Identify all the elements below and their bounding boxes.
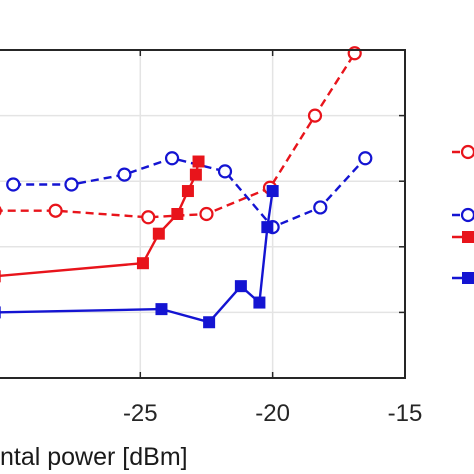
data-point — [189, 168, 202, 181]
data-point — [261, 221, 274, 234]
data-point — [171, 208, 184, 220]
data-point — [181, 185, 194, 198]
data-point — [141, 210, 156, 225]
data-point — [460, 207, 474, 223]
x-axis-label: ntal power [dBm] — [0, 443, 188, 471]
data-point — [358, 151, 373, 166]
data-point — [136, 257, 149, 270]
x-tick-label: -20 — [255, 400, 290, 427]
data-point — [307, 108, 323, 123]
data-point — [462, 272, 474, 284]
data-point — [155, 303, 168, 316]
data-point — [313, 200, 328, 215]
series-4 — [0, 185, 279, 329]
x-tick-label: -25 — [123, 400, 158, 427]
data-point — [164, 151, 180, 166]
data-point — [117, 167, 132, 182]
data-point — [217, 164, 233, 179]
data-point — [199, 206, 214, 222]
data-point — [48, 203, 63, 218]
series-3 — [0, 155, 205, 283]
data-point — [253, 296, 266, 309]
data-point — [460, 144, 474, 160]
data-point — [152, 227, 165, 240]
data-point — [462, 231, 474, 243]
data-point — [6, 177, 21, 192]
series-layer — [0, 46, 373, 329]
data-point — [0, 205, 2, 216]
data-point — [234, 280, 247, 293]
legend — [452, 144, 474, 284]
data-point — [266, 185, 279, 198]
legend-entry — [452, 144, 474, 160]
tick-labels: -25 -20 -15 — [123, 400, 422, 427]
data-point — [192, 155, 205, 168]
plot-frame — [0, 49, 406, 379]
x-tick-label: -15 — [388, 400, 423, 427]
legend-entry — [452, 207, 474, 223]
data-point — [203, 316, 216, 329]
data-point — [64, 177, 79, 192]
